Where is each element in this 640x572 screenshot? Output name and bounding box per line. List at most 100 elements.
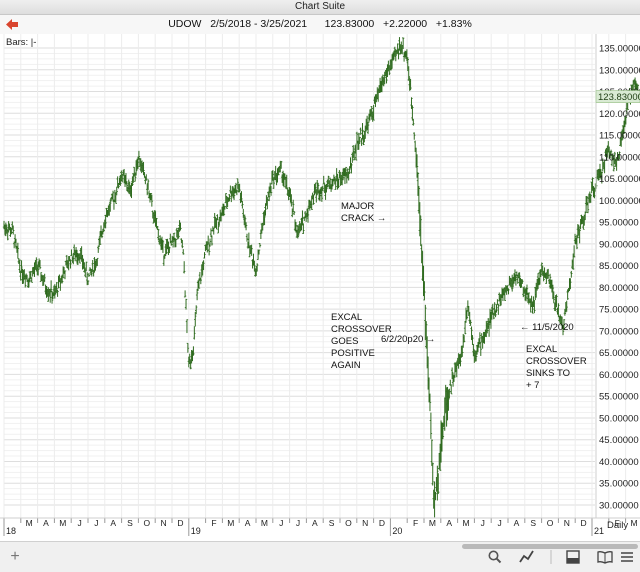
- y-tick-label: 85.00000: [599, 261, 639, 272]
- x-tick-label: M: [227, 518, 234, 528]
- annotation-line: CRACK →: [341, 213, 386, 224]
- annotation-excal-sinks: EXCAL CROSSOVER SINKS TO + 7: [526, 344, 587, 391]
- annotation-line: EXCAL: [331, 312, 362, 323]
- bars-label: Bars: |-: [6, 37, 36, 48]
- annotation-line: + 7: [526, 380, 539, 391]
- x-tick-label: A: [43, 518, 49, 528]
- date-range: 2/5/2018 - 3/25/2021: [210, 18, 308, 30]
- symbol: UDOW: [168, 18, 202, 30]
- annotation-major-crack: MAJOR CRACK →: [341, 201, 386, 224]
- x-year-label: 19: [191, 526, 201, 536]
- x-year-label: 20: [392, 526, 402, 536]
- annotation-date-november: ← 11/5/2020: [520, 322, 574, 333]
- x-tick-label: J: [481, 518, 485, 528]
- y-tick-label: 65.00000: [599, 348, 639, 359]
- y-tick-label: 80.00000: [599, 283, 639, 294]
- symbol-info-bar: UDOW 2/5/2018 - 3/25/2021 123.83000 +2.2…: [0, 15, 640, 35]
- price-chart[interactable]: 30.00000 35.00000 40.00000 45.00000 50.00000…: [0, 34, 640, 541]
- y-tick-label: 130.00000: [599, 65, 640, 76]
- y-tick-label: 55.00000: [599, 392, 639, 403]
- grid-divider-icon: [550, 550, 552, 564]
- x-tick-label: M: [462, 518, 469, 528]
- y-tick-label: 135.00000: [599, 44, 640, 55]
- x-tick-label: F: [211, 518, 216, 528]
- price-change: +2.22000: [383, 18, 428, 30]
- x-tick-label: O: [143, 518, 150, 528]
- menu-icon[interactable]: [618, 548, 636, 566]
- y-tick-label: 45.00000: [599, 435, 639, 446]
- x-tick-label: A: [446, 518, 452, 528]
- x-tick-label: D: [177, 518, 183, 528]
- x-tick-label: M: [630, 518, 637, 528]
- x-tick-label: M: [26, 518, 33, 528]
- x-tick-label: S: [127, 518, 133, 528]
- annotation-date-june: 6/2/20p20 →: [381, 334, 435, 345]
- x-tick-label: D: [581, 518, 587, 528]
- x-tick-label: M: [429, 518, 436, 528]
- y-tick-label: 110.00000: [599, 152, 640, 163]
- x-tick-label: A: [110, 518, 116, 528]
- annotation-line: CROSSOVER: [331, 324, 392, 335]
- x-tick-label: O: [345, 518, 352, 528]
- horizontal-scrollbar[interactable]: [462, 544, 638, 549]
- y-tick-label: 70.00000: [599, 326, 639, 337]
- x-tick-label: A: [514, 518, 520, 528]
- y-tick-label: 90.00000: [599, 239, 639, 250]
- layout-icon[interactable]: [564, 548, 582, 566]
- x-tick-label: J: [497, 518, 501, 528]
- draw-line-icon[interactable]: [518, 548, 536, 566]
- annotation-line: MAJOR: [341, 201, 374, 212]
- last-price: 123.83000: [324, 18, 375, 30]
- x-year-label: 18: [6, 526, 16, 536]
- y-tick-label: 75.00000: [599, 305, 639, 316]
- x-tick-label: S: [530, 518, 536, 528]
- annotation-line: SINKS TO: [526, 368, 570, 379]
- annotation-line: AGAIN: [331, 360, 361, 371]
- x-tick-label: F: [413, 518, 418, 528]
- book-icon[interactable]: [596, 548, 614, 566]
- last-price-tag: 123.83000: [595, 90, 640, 103]
- period-label[interactable]: Daily: [607, 520, 628, 531]
- y-tick-label: 30.00000: [599, 501, 639, 512]
- annotation-excal-positive: EXCAL CROSSOVER GOES POSITIVE AGAIN: [331, 312, 392, 371]
- x-tick-label: M: [59, 518, 66, 528]
- annotation-line: GOES: [331, 336, 358, 347]
- y-tick-label: 35.00000: [599, 479, 639, 490]
- x-tick-label: J: [296, 518, 300, 528]
- window-title: Chart Suite: [294, 1, 346, 12]
- x-tick-label: A: [245, 518, 251, 528]
- x-tick-label: N: [564, 518, 570, 528]
- annotation-line: EXCAL: [526, 344, 557, 355]
- y-tick-label: 50.00000: [599, 413, 639, 424]
- y-tick-label: 100.00000: [599, 196, 640, 207]
- x-tick-label: S: [329, 518, 335, 528]
- last-price-tag-label: 123.83000: [598, 92, 640, 103]
- x-tick-label: A: [312, 518, 318, 528]
- window-title-bar: Chart Suite: [0, 0, 640, 15]
- annotation-line: CROSSOVER: [526, 356, 587, 367]
- x-tick-label: J: [77, 518, 81, 528]
- annotation-line: POSITIVE: [331, 348, 375, 359]
- y-tick-label: 115.00000: [599, 131, 640, 142]
- search-icon[interactable]: [486, 548, 504, 566]
- x-tick-label: F: [615, 518, 620, 528]
- y-tick-label: 120.00000: [599, 109, 640, 120]
- add-icon[interactable]: +: [10, 548, 20, 565]
- x-tick-label: D: [379, 518, 385, 528]
- back-arrow-icon[interactable]: [4, 18, 20, 31]
- percent-change: +1.83%: [435, 18, 472, 30]
- x-tick-label: J: [279, 518, 283, 528]
- y-tick-label: 95.00000: [599, 218, 639, 229]
- y-tick-label: 40.00000: [599, 457, 639, 468]
- x-year-label: 21: [594, 526, 604, 536]
- symbol-summary: UDOW 2/5/2018 - 3/25/2021 123.83000 +2.2…: [0, 18, 640, 30]
- x-tick-label: N: [362, 518, 368, 528]
- x-tick-label: M: [261, 518, 268, 528]
- x-tick-label: N: [161, 518, 167, 528]
- y-tick-label: 105.00000: [599, 174, 640, 185]
- y-tick-label: 60.00000: [599, 370, 639, 381]
- x-tick-label: J: [94, 518, 98, 528]
- x-tick-label: O: [547, 518, 554, 528]
- bottom-toolbar: +: [0, 541, 640, 572]
